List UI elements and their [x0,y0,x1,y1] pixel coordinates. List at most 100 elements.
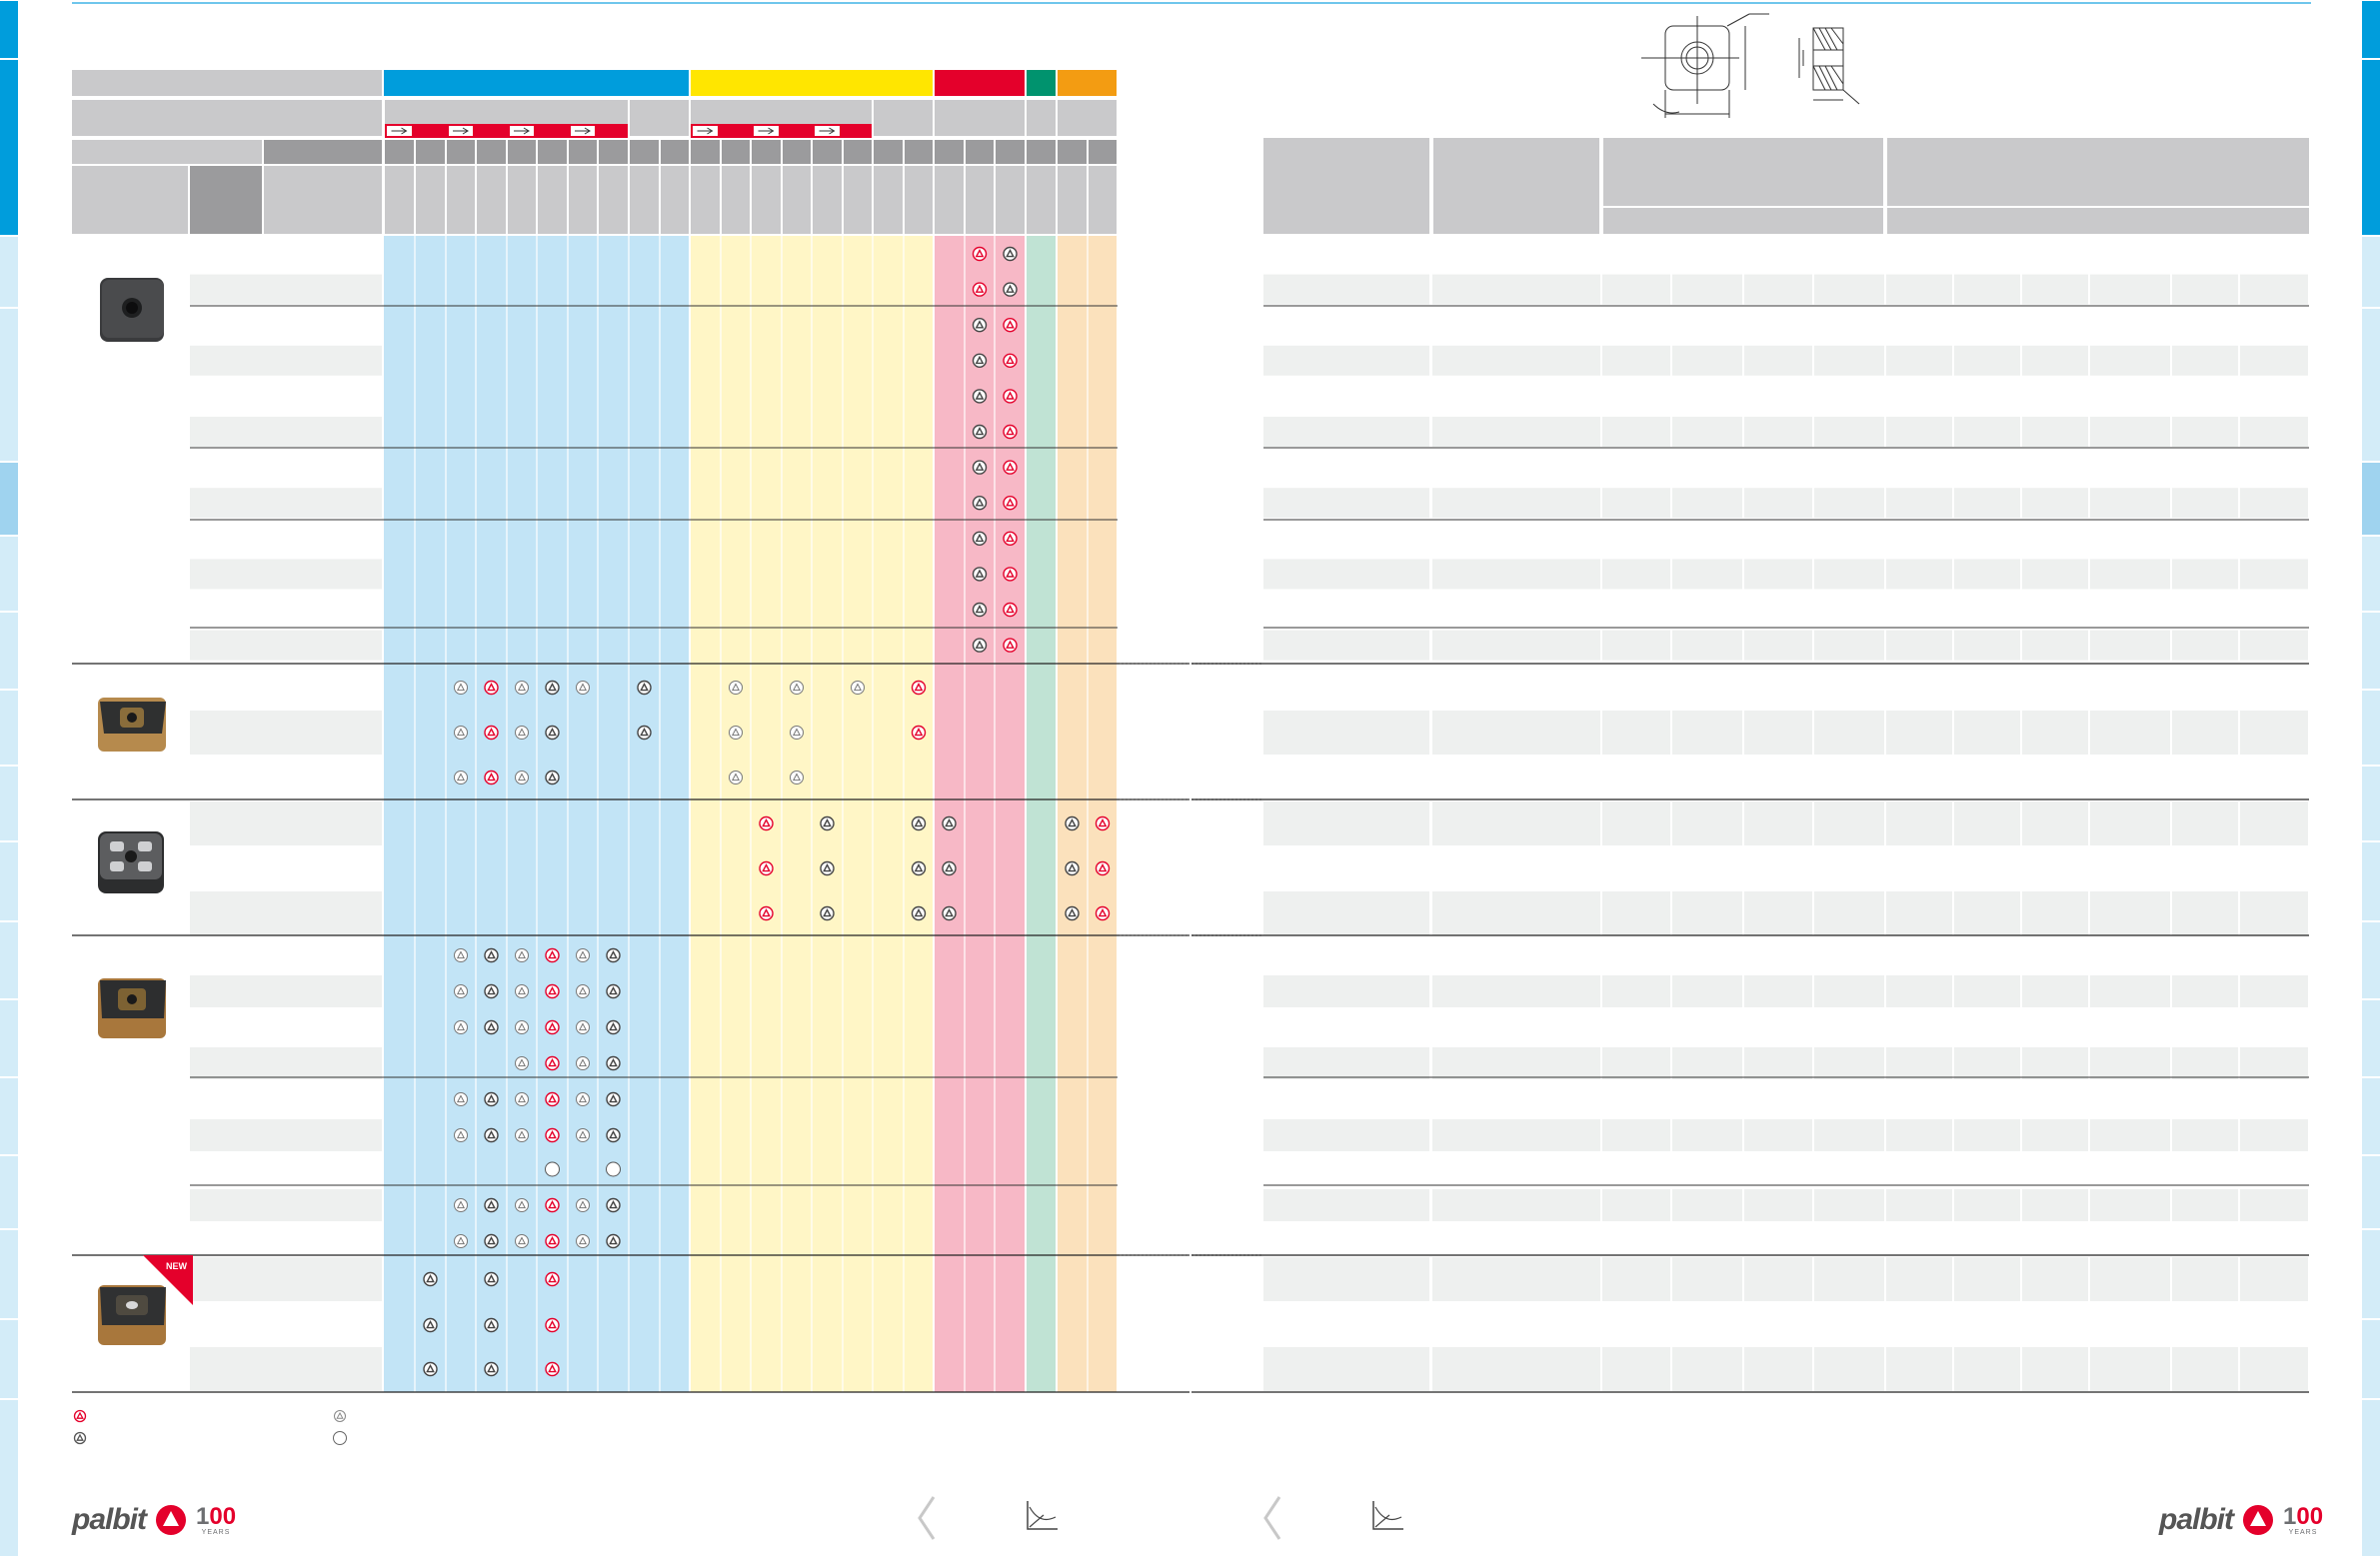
prev-page-arrow-icon[interactable] [914,1495,938,1541]
section-tab[interactable] [0,922,18,998]
spec-row-cell [1954,891,2020,935]
section-tab[interactable] [0,1078,18,1154]
section-tab[interactable] [2362,1320,2380,1398]
section-tab[interactable] [2362,537,2380,611]
section-tab[interactable] [0,613,18,689]
spec-row-cell [1744,274,1812,305]
gray-triangle-icon [972,318,988,333]
red-triangle-icon [545,1055,560,1071]
section-tab[interactable] [2362,1230,2380,1318]
spec-row-cell [2172,711,2238,755]
anniversary-mark: 100 YEARS [2283,1502,2324,1536]
outline-triangle-icon [729,726,743,740]
section-tab[interactable] [2362,767,2380,840]
outline-triangle-icon [576,1234,590,1248]
section-tab[interactable] [0,237,18,307]
spec-row-cell [1954,711,2020,755]
spec-row-cell [2022,1257,2088,1301]
spec-row-cell [1954,274,2020,305]
red-triangle-icon [484,725,499,741]
legend-icons [73,1409,347,1445]
red-triangle-icon [545,1197,560,1213]
grade-code-cell [1089,140,1117,164]
circle-icon [606,1161,621,1177]
section-tab[interactable] [0,463,18,535]
spec-row-cell [2022,975,2088,1007]
section-tab[interactable] [0,691,18,765]
spec-row-cell [1602,1257,1670,1301]
section-tab[interactable] [0,1320,18,1398]
spec-row-cell [1432,1347,1600,1391]
row-shade [190,975,382,1007]
prev-page-arrow-icon[interactable] [1259,1495,1283,1541]
gray-triangle-icon [911,815,927,831]
outline-triangle-icon [729,771,743,784]
spec-row-cell [1602,274,1670,305]
grade-name-cell [691,166,720,234]
section-tab[interactable] [0,767,18,840]
section-tab[interactable] [2362,1078,2380,1154]
red-triangle-icon [484,680,499,696]
outline-triangle-icon [790,726,804,740]
spec-row-cell [1886,488,1952,519]
grade-code-cell [447,140,475,164]
section-tab[interactable] [2362,613,2380,689]
spec-row-cell [2240,1347,2308,1391]
gray-triangle-icon [1003,246,1018,262]
section-tab[interactable] [0,1000,18,1076]
spec-row-cell [1814,1347,1884,1391]
spec-row-cell [1886,1347,1952,1391]
spec-row-cell [1814,1189,1884,1221]
grade-name-cell [935,166,964,234]
outline-triangle-icon [454,726,468,740]
spec-row-cell [2022,1347,2088,1391]
spec-row-cell [2090,559,2170,590]
years-number: 100 [2283,1502,2324,1530]
spec-row-cell [2172,975,2238,1007]
outline-triangle-icon [515,1198,529,1212]
spec-row-cell [2172,417,2238,447]
grade-code-cell [844,140,872,164]
section-tab[interactable] [0,1156,18,1228]
grade-name-cell [569,166,597,234]
insert-image-plain [100,278,164,342]
header-label-cell [72,70,382,96]
section-tab[interactable] [2362,1000,2380,1076]
spec-row-cell [1744,801,1812,845]
spec-row-cell [2240,891,2308,935]
outline-triangle-icon [576,1056,590,1070]
footer-logo-left: palbit 100 YEARS [72,1503,236,1537]
red-triangle-icon [972,246,988,262]
section-tab[interactable] [2362,922,2380,998]
red-triangle-icon [972,282,988,297]
section-tab[interactable] [2362,1400,2380,1556]
section-tab[interactable] [0,1400,18,1556]
spec-row-cell [2022,801,2088,845]
section-tab[interactable] [0,842,18,920]
cutting-data-graph-icon[interactable] [1024,1499,1060,1533]
gray-triangle-icon [606,947,621,963]
section-tab[interactable] [0,1230,18,1318]
circle-icon [333,1431,347,1445]
grade-name-cell [661,166,689,234]
section-tab[interactable] [0,309,18,461]
gray-triangle-icon [484,1019,499,1035]
section-tab[interactable] [2362,1156,2380,1228]
spec-row-cell [2172,1119,2238,1151]
outline-triangle-icon [790,771,804,784]
brand-wordmark: palbit [2159,1503,2234,1536]
section-tab[interactable] [2362,842,2380,920]
section-tab-divider [0,58,18,60]
spec-header-cell [1887,208,2309,234]
spec-row-cell [1672,1189,1742,1221]
section-tab[interactable] [2362,463,2380,535]
gray-triangle-icon [820,815,835,831]
spec-row-cell [1672,417,1742,447]
section-tab[interactable] [2362,691,2380,765]
section-tab[interactable] [0,537,18,611]
spec-row-cell [1432,559,1600,590]
cutting-data-graph-icon[interactable] [1369,1499,1405,1533]
section-tab[interactable] [2362,309,2380,461]
spec-row-cell [2090,975,2170,1007]
section-tab[interactable] [2362,237,2380,307]
